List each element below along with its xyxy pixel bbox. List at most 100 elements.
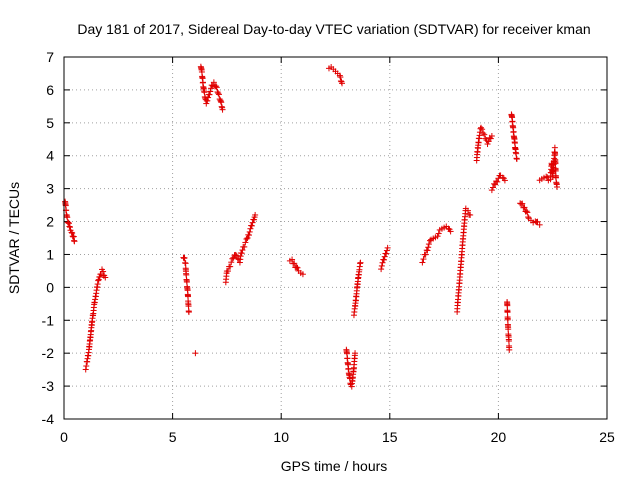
y-tick-label: 3 [46, 181, 54, 197]
data-point [420, 256, 427, 263]
data-point [242, 239, 249, 246]
data-point [524, 209, 531, 216]
data-point [96, 273, 103, 280]
data-point [66, 224, 73, 231]
data-point [246, 228, 253, 235]
y-axis-label: SDTVAR / TECUs [6, 182, 22, 294]
data-point [94, 281, 101, 288]
data-point [501, 177, 508, 184]
x-tick-label: 10 [273, 429, 289, 445]
data-point [425, 244, 432, 251]
data-point [481, 131, 488, 138]
data-point [66, 223, 73, 230]
y-tick-label: -1 [42, 312, 55, 328]
x-tick-label: 15 [382, 429, 398, 445]
data-point [464, 207, 471, 214]
data-point [71, 238, 78, 245]
data-point [378, 262, 385, 269]
data-point [69, 230, 76, 237]
data-point [238, 250, 245, 257]
y-tick-label: -2 [42, 345, 55, 361]
data-point [289, 256, 296, 263]
data-point [65, 219, 72, 226]
data-point [484, 141, 491, 148]
data-point [252, 211, 259, 218]
data-point [352, 350, 359, 357]
data-point [487, 135, 494, 142]
data-point [422, 251, 429, 258]
data-point [435, 230, 442, 237]
data-point [68, 229, 75, 236]
data-point [215, 90, 222, 97]
plot-frame [63, 56, 608, 420]
data-point [64, 214, 71, 221]
data-point [224, 268, 231, 275]
data-points [62, 63, 561, 390]
data-point [337, 74, 344, 81]
data-point [357, 259, 364, 266]
y-tick-label: 0 [46, 279, 54, 295]
y-tick-label: 7 [46, 49, 54, 65]
data-point [232, 251, 239, 258]
axis-ticks [63, 56, 608, 420]
data-point [426, 237, 433, 244]
data-point [181, 254, 188, 261]
data-point [494, 178, 501, 185]
data-point [424, 247, 431, 254]
data-point [204, 97, 211, 104]
data-point [536, 221, 543, 228]
data-point [381, 256, 388, 263]
data-point [249, 219, 256, 226]
data-point [419, 259, 426, 266]
data-point [247, 225, 254, 232]
data-point [245, 232, 252, 239]
data-point [434, 233, 441, 240]
data-point [383, 250, 390, 257]
data-point [219, 106, 226, 113]
data-point [554, 183, 561, 190]
x-tick-label: 5 [169, 429, 177, 445]
data-point [519, 200, 526, 207]
x-tick-label: 0 [60, 429, 68, 445]
data-point [379, 259, 386, 266]
data-point [239, 247, 246, 254]
data-point [203, 100, 210, 107]
data-point [251, 216, 258, 223]
data-point [523, 208, 530, 215]
data-point [228, 259, 235, 266]
data-point [479, 126, 486, 133]
data-point [185, 309, 192, 316]
data-point [65, 220, 72, 227]
x-tick-label: 20 [491, 429, 507, 445]
data-point [241, 243, 248, 250]
data-point [506, 346, 513, 353]
y-tick-label: -3 [42, 378, 55, 394]
data-point [482, 135, 489, 142]
data-point [205, 94, 212, 101]
data-point [244, 235, 251, 241]
y-tick-label: 6 [46, 82, 54, 98]
data-point [425, 241, 432, 248]
data-point [525, 214, 532, 221]
data-point [378, 266, 385, 273]
data-point [206, 91, 213, 98]
data-point [210, 79, 217, 86]
data-point [480, 130, 487, 137]
x-tick-label: 25 [599, 429, 615, 445]
y-tick-label: 1 [46, 246, 54, 262]
data-point [215, 91, 222, 98]
data-point [294, 264, 301, 271]
data-point [213, 84, 220, 91]
grid-lines [64, 57, 607, 419]
y-tick-label: 4 [46, 148, 54, 164]
data-point [229, 255, 236, 262]
data-point [243, 235, 250, 242]
data-point [95, 276, 102, 283]
data-point [478, 124, 485, 131]
data-point [488, 132, 495, 139]
data-point [447, 228, 454, 235]
data-point [100, 268, 107, 275]
data-point [207, 88, 214, 95]
data-point [521, 204, 528, 211]
